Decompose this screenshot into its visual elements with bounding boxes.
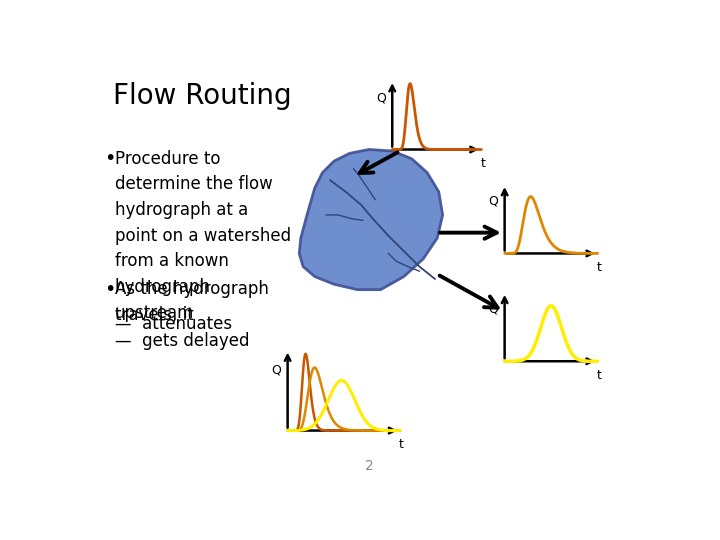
Text: Q: Q [489, 303, 498, 316]
Text: •: • [104, 150, 115, 168]
Polygon shape [300, 150, 443, 289]
Text: •: • [104, 280, 115, 299]
Text: 2: 2 [364, 459, 374, 473]
Text: Q: Q [489, 195, 498, 208]
Text: Flow Routing: Flow Routing [113, 82, 292, 110]
Text: Q: Q [376, 91, 386, 104]
Text: t: t [597, 261, 602, 274]
Text: Procedure to
determine the flow
hydrograph at a
point on a watershed
from a know: Procedure to determine the flow hydrogra… [114, 150, 291, 322]
Text: t: t [480, 157, 485, 170]
Text: —  gets delayed: — gets delayed [114, 332, 249, 350]
Text: Q: Q [271, 363, 282, 376]
Text: —  attenuates: — attenuates [114, 315, 232, 333]
Text: t: t [597, 369, 602, 382]
Text: As the hydrograph
travels, it: As the hydrograph travels, it [114, 280, 269, 324]
Text: t: t [399, 438, 404, 451]
